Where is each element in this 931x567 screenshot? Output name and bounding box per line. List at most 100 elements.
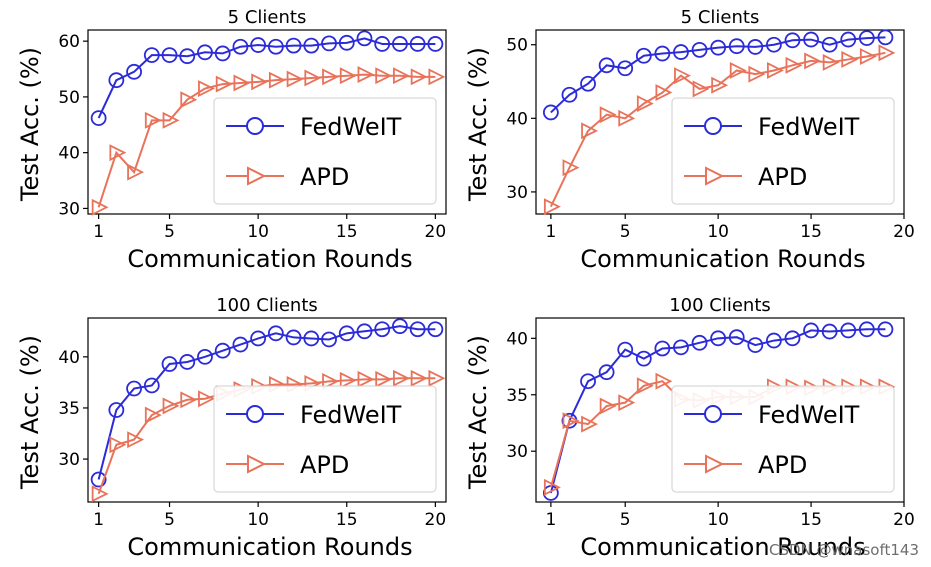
data-point bbox=[267, 38, 284, 55]
data-point bbox=[321, 331, 337, 348]
data-point bbox=[617, 341, 634, 358]
x-tick-label: 15 bbox=[336, 510, 358, 530]
series-fedweit bbox=[542, 29, 894, 121]
data-point bbox=[840, 322, 857, 339]
legend: FedWeIT APD bbox=[671, 97, 895, 205]
data-point bbox=[214, 45, 231, 62]
data-point bbox=[285, 37, 302, 54]
data-point bbox=[654, 340, 671, 357]
data-point bbox=[161, 47, 178, 63]
data-point bbox=[766, 62, 784, 79]
data-point bbox=[428, 369, 446, 387]
y-tick-label: 50 bbox=[506, 36, 528, 56]
data-point bbox=[655, 372, 673, 390]
legend-marker bbox=[705, 166, 725, 186]
watermark: CSDN @wnasoft143 bbox=[768, 541, 919, 559]
legend-label: FedWeIT bbox=[300, 113, 402, 141]
y-tick-label: 50 bbox=[58, 88, 80, 108]
data-point bbox=[91, 198, 109, 216]
series-line bbox=[97, 37, 436, 119]
data-point bbox=[180, 91, 198, 109]
plot-frame bbox=[87, 317, 447, 503]
y-axis-label: Test Acc. (%) bbox=[464, 47, 492, 202]
data-point bbox=[162, 111, 180, 129]
data-point bbox=[878, 44, 896, 62]
data-point bbox=[268, 71, 286, 89]
data-point bbox=[784, 32, 801, 49]
data-point bbox=[428, 68, 446, 86]
data-point bbox=[161, 356, 178, 372]
data-point bbox=[409, 321, 426, 338]
x-tick-label: 1 bbox=[545, 222, 556, 242]
data-point bbox=[785, 56, 803, 74]
data-point bbox=[729, 62, 747, 79]
legend-box bbox=[671, 97, 895, 205]
x-axis-label: Communication Rounds bbox=[127, 245, 412, 273]
data-point bbox=[198, 80, 215, 98]
data-point bbox=[143, 377, 160, 394]
data-point bbox=[162, 397, 180, 415]
series-line bbox=[97, 325, 436, 480]
data-point bbox=[338, 325, 355, 342]
data-point bbox=[109, 436, 127, 454]
legend-label: FedWeIT bbox=[758, 401, 860, 429]
data-point bbox=[561, 86, 578, 103]
legend-marker bbox=[246, 117, 264, 135]
legend-marker bbox=[246, 405, 264, 423]
data-point bbox=[580, 75, 596, 92]
data-point bbox=[711, 76, 729, 94]
legend-label: FedWeIT bbox=[300, 401, 402, 429]
data-point bbox=[143, 47, 160, 63]
data-point bbox=[322, 372, 340, 390]
data-point bbox=[410, 68, 428, 86]
data-point bbox=[728, 329, 745, 346]
data-point bbox=[427, 321, 444, 338]
data-point bbox=[108, 72, 125, 89]
legend-label: APD bbox=[758, 451, 807, 479]
data-point bbox=[840, 31, 857, 48]
legend-label: APD bbox=[300, 163, 349, 191]
legend-marker bbox=[705, 454, 725, 474]
data-point bbox=[392, 36, 408, 52]
data-point bbox=[765, 332, 782, 349]
series-line bbox=[549, 328, 886, 494]
x-tick-label: 10 bbox=[707, 222, 729, 242]
data-point bbox=[232, 336, 249, 353]
y-tick-label: 40 bbox=[506, 109, 528, 129]
chart-title: 5 Clients bbox=[228, 7, 307, 28]
data-point bbox=[821, 323, 838, 340]
data-point bbox=[691, 41, 708, 58]
data-point bbox=[635, 47, 652, 64]
x-tick-label: 10 bbox=[247, 222, 269, 242]
data-point bbox=[409, 36, 426, 52]
data-point bbox=[804, 52, 822, 70]
data-point bbox=[91, 485, 109, 503]
legend: FedWeIT APD bbox=[213, 97, 437, 205]
data-point bbox=[375, 370, 393, 388]
data-point bbox=[617, 60, 634, 77]
data-point bbox=[251, 73, 269, 91]
data-point bbox=[747, 39, 764, 55]
x-tick-label: 20 bbox=[425, 510, 447, 530]
data-point bbox=[285, 329, 302, 346]
data-point bbox=[357, 66, 375, 84]
data-point bbox=[410, 369, 428, 387]
x-tick-label: 5 bbox=[164, 510, 175, 530]
data-point bbox=[562, 412, 580, 430]
data-point bbox=[321, 35, 337, 52]
data-point bbox=[765, 36, 782, 53]
y-tick-label: 30 bbox=[506, 183, 528, 203]
data-point bbox=[267, 325, 284, 342]
plot-frame bbox=[87, 29, 447, 215]
y-tick-label: 40 bbox=[58, 348, 80, 368]
data-point bbox=[562, 159, 580, 177]
data-point bbox=[214, 342, 231, 359]
data-point bbox=[748, 65, 766, 83]
data-point bbox=[803, 31, 819, 48]
data-point bbox=[636, 377, 654, 395]
data-point bbox=[618, 109, 636, 127]
chart-title: 5 Clients bbox=[681, 7, 760, 28]
data-point bbox=[144, 111, 162, 129]
y-tick-label: 30 bbox=[506, 442, 528, 462]
